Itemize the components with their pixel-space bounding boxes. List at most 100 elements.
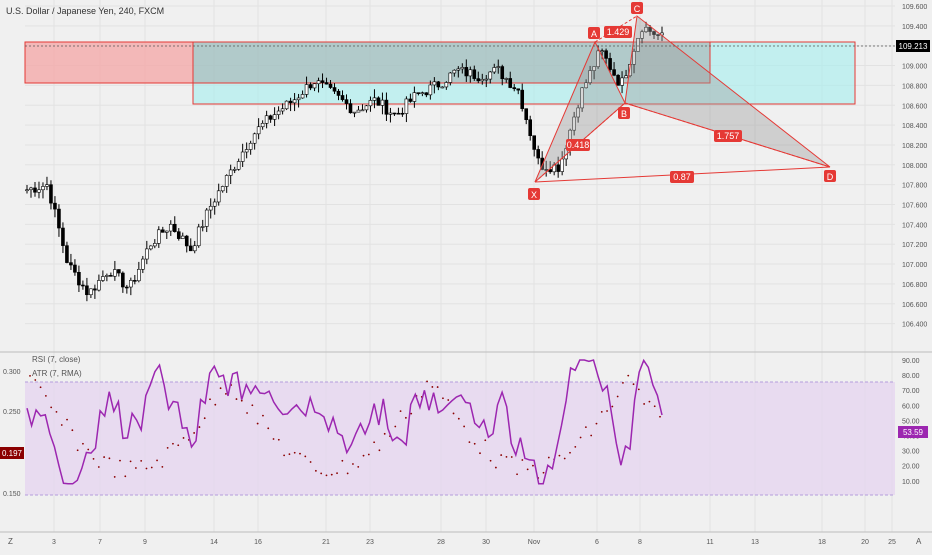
atr-dot bbox=[346, 472, 349, 475]
atr-dot bbox=[357, 465, 360, 468]
candle-body bbox=[264, 115, 269, 124]
atr-value-tag: 0.197 bbox=[0, 447, 24, 459]
candle-body bbox=[368, 100, 373, 107]
atr-dot bbox=[595, 422, 598, 425]
atr-dot bbox=[558, 454, 561, 457]
atr-dot bbox=[87, 448, 90, 451]
candle-body bbox=[520, 89, 525, 109]
candle-body bbox=[196, 226, 201, 247]
rsi-line bbox=[26, 358, 663, 485]
rsi-tick-label: 80.00 bbox=[902, 373, 920, 380]
price-tick-label: 107.400 bbox=[902, 222, 927, 229]
candle-body bbox=[332, 87, 337, 92]
time-axis[interactable]: 3 7 9 14 16 21 23 28 30 Nov 6 8 11 13 18 20 25 bbox=[52, 539, 896, 546]
candle-body bbox=[65, 245, 69, 263]
candle-body bbox=[156, 229, 161, 244]
candle-body bbox=[632, 51, 636, 65]
candle-body bbox=[137, 269, 141, 282]
svg-text:1.757: 1.757 bbox=[717, 131, 740, 141]
price-tick-label: 108.600 bbox=[902, 103, 927, 110]
price-tick-label: 106.600 bbox=[902, 302, 927, 309]
atr-tick-label: 0.250 bbox=[3, 409, 21, 416]
atr-dot bbox=[182, 437, 185, 439]
candle-body bbox=[33, 187, 37, 193]
candle-body bbox=[260, 122, 265, 128]
candle-body bbox=[216, 190, 221, 203]
point-c-label: C bbox=[631, 2, 643, 14]
candle-body bbox=[488, 71, 493, 80]
rsi-axis[interactable]: 90.0080.0070.0060.0050.0040.0030.0020.00… bbox=[902, 358, 920, 486]
candle-body bbox=[392, 112, 397, 115]
candle-body bbox=[608, 58, 612, 70]
candle-body bbox=[412, 92, 417, 102]
candle-body bbox=[149, 245, 153, 250]
atr-dot bbox=[468, 441, 471, 444]
atr-dot bbox=[251, 404, 254, 407]
atr-dot bbox=[198, 426, 201, 428]
atr-dot bbox=[494, 466, 497, 469]
candle-body bbox=[272, 114, 277, 120]
candle-body bbox=[73, 264, 77, 273]
candle-body bbox=[344, 99, 349, 104]
candle-body bbox=[616, 74, 620, 86]
atr-dot bbox=[484, 439, 487, 442]
atr-dot bbox=[378, 449, 381, 452]
atr-dot bbox=[325, 474, 328, 477]
candle-body bbox=[236, 161, 241, 170]
rsi-tick-label: 90.00 bbox=[902, 358, 920, 365]
atr-dot bbox=[60, 424, 63, 426]
time-tick-label: 20 bbox=[861, 539, 869, 546]
rsi-panel[interactable]: RSI (7, close) ATR (7, RMA) bbox=[25, 355, 895, 496]
atr-dot bbox=[442, 397, 444, 400]
harmonic-pattern[interactable]: X A B C D 1.429 0.418 1.757 bbox=[528, 2, 836, 200]
atr-dot bbox=[219, 387, 222, 390]
candle-body bbox=[280, 108, 285, 112]
candle-body bbox=[268, 115, 273, 120]
candle-body bbox=[97, 280, 101, 291]
candle-body bbox=[292, 99, 297, 104]
atr-dot bbox=[542, 471, 545, 474]
candle-body bbox=[604, 50, 608, 59]
atr-dot bbox=[526, 468, 529, 471]
price-tick-label: 109.000 bbox=[902, 64, 927, 71]
atr-dot bbox=[336, 472, 338, 475]
price-tick-label: 108.800 bbox=[902, 83, 927, 90]
time-tick-label: 8 bbox=[638, 539, 642, 546]
candle-body bbox=[176, 231, 181, 239]
candle-body bbox=[356, 109, 361, 113]
candle-body bbox=[636, 37, 640, 52]
candle-body bbox=[512, 87, 517, 90]
atr-dot bbox=[341, 459, 344, 462]
candle-body bbox=[380, 99, 385, 106]
candle-body bbox=[200, 226, 205, 228]
atr-dot bbox=[399, 410, 402, 413]
atr-dot bbox=[113, 476, 116, 478]
candle-body bbox=[308, 84, 313, 89]
atr-dot bbox=[627, 374, 630, 377]
atr-dot bbox=[330, 473, 333, 476]
footer-z-button[interactable]: Z bbox=[8, 537, 13, 546]
candle-body bbox=[652, 31, 656, 35]
candle-body bbox=[424, 92, 429, 96]
atr-dots bbox=[29, 374, 661, 479]
atr-dot bbox=[452, 412, 455, 415]
price-axis[interactable]: 109.600109.400109.200109.000108.800108.6… bbox=[902, 4, 927, 329]
candle-body bbox=[276, 110, 281, 115]
price-tick-label: 108.200 bbox=[902, 143, 927, 150]
atr-dot bbox=[616, 395, 619, 398]
atr-dot bbox=[214, 403, 217, 406]
atr-dot bbox=[50, 406, 53, 409]
atr-dot bbox=[209, 398, 211, 401]
atr-dot bbox=[314, 469, 317, 472]
atr-dot bbox=[643, 403, 646, 405]
atr-dot bbox=[436, 386, 439, 388]
time-tick-label: 30 bbox=[482, 539, 490, 546]
candle-body bbox=[348, 103, 353, 114]
candle-body bbox=[396, 112, 401, 115]
atr-dot bbox=[224, 392, 227, 395]
candle-body bbox=[372, 97, 377, 101]
candle-body bbox=[532, 135, 537, 150]
footer-a-button[interactable]: A bbox=[916, 537, 922, 546]
